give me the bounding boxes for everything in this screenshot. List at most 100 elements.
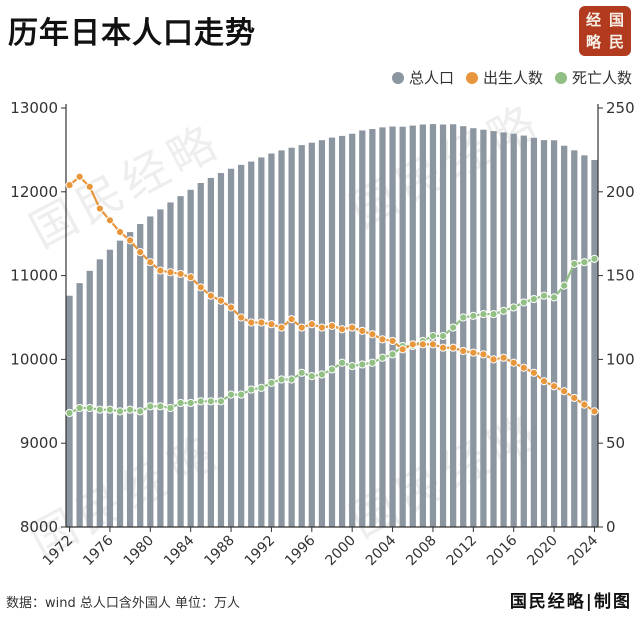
x-tick-label: 1972 [40, 533, 77, 570]
bar-population [86, 270, 93, 527]
point-deaths [499, 306, 508, 315]
point-births [489, 355, 498, 364]
left-tick-label: 10000 [10, 350, 58, 368]
bar-population [429, 124, 437, 527]
point-deaths [247, 385, 256, 394]
bar-population [298, 145, 305, 527]
point-deaths [105, 405, 115, 414]
point-births [247, 318, 256, 327]
point-deaths [570, 259, 579, 268]
point-births [398, 345, 407, 354]
point-births [237, 313, 246, 322]
point-births [570, 393, 579, 403]
bar-population [217, 173, 225, 527]
bar-population [389, 126, 396, 528]
point-deaths [206, 397, 215, 406]
point-deaths [519, 298, 528, 307]
left-tick-label: 11000 [10, 267, 58, 285]
x-tick-label: 2016 [484, 532, 521, 569]
x-tick-label: 2012 [444, 533, 481, 570]
right-tick-label: 250 [606, 99, 635, 117]
page-title: 历年日本人口走势 [8, 16, 256, 51]
right-tick-label: 100 [606, 350, 635, 368]
bar-population [137, 223, 144, 528]
x-tick-label: 1996 [282, 532, 319, 569]
point-deaths [166, 403, 175, 413]
bar-population [490, 131, 497, 527]
point-births [287, 315, 296, 324]
point-deaths [529, 294, 539, 304]
point-deaths [469, 311, 478, 320]
point-deaths [317, 370, 327, 379]
point-births [438, 343, 448, 352]
point-births [368, 330, 377, 339]
x-tick-label: 2004 [363, 532, 400, 569]
bar-population [480, 129, 487, 527]
bar-population [591, 159, 598, 527]
bar-population [167, 202, 174, 527]
point-births [166, 268, 175, 277]
point-births [317, 323, 327, 332]
point-deaths [459, 313, 468, 322]
bar-population [288, 147, 295, 527]
x-tick-label: 2024 [565, 532, 602, 569]
point-births [469, 348, 478, 357]
bar-population [571, 150, 578, 527]
point-deaths [216, 397, 226, 406]
point-deaths [146, 402, 155, 411]
bar-population [187, 189, 194, 528]
legend-label-births: 出生人数 [482, 69, 543, 87]
point-deaths [176, 398, 185, 408]
point-births [428, 340, 438, 349]
point-births [115, 227, 125, 237]
point-deaths [307, 372, 316, 381]
source-note: 数据：wind 总人口含外国人 单位：万人 [6, 596, 241, 611]
bar-population [460, 126, 467, 528]
point-births [75, 172, 84, 181]
legend-item-population: 总人口 [391, 67, 454, 88]
seal-char: 民 [608, 32, 624, 51]
point-births [529, 368, 539, 377]
seal-char: 经 [585, 10, 601, 29]
x-tick-label: 2008 [403, 533, 440, 570]
bar-population [318, 140, 326, 527]
point-deaths [580, 258, 589, 267]
bar-population [106, 249, 114, 527]
legend-swatch-population [391, 71, 404, 84]
point-births [126, 236, 135, 245]
bar-population [268, 153, 275, 527]
point-births [186, 273, 195, 282]
point-births [449, 343, 458, 352]
bar-population [439, 124, 447, 527]
point-births [146, 258, 155, 267]
bar-population [116, 240, 124, 527]
left-tick-label: 12000 [10, 183, 58, 201]
point-births [136, 248, 145, 257]
legend-label-population: 总人口 [408, 69, 454, 87]
x-tick-label: 1976 [80, 532, 117, 569]
point-births [499, 353, 508, 362]
bar-population [530, 137, 538, 527]
bar-population [500, 132, 507, 527]
legend-item-births: 出生人数 [465, 67, 543, 88]
seal-char: 国 [608, 10, 624, 29]
point-births [348, 323, 357, 332]
right-tick-label: 150 [606, 267, 635, 285]
bar-population [409, 125, 416, 527]
point-births [539, 377, 549, 386]
right-tick-label: 50 [606, 434, 625, 452]
point-deaths [277, 375, 286, 384]
point-births [156, 266, 165, 275]
bar-population [248, 161, 255, 528]
bar-population [96, 259, 103, 527]
point-deaths [115, 407, 125, 416]
point-births [327, 321, 337, 330]
point-deaths [509, 303, 518, 312]
x-tick-label: 1988 [201, 533, 238, 570]
point-deaths [136, 407, 145, 416]
point-births [257, 318, 266, 327]
point-deaths [156, 402, 165, 411]
point-deaths [388, 350, 397, 359]
point-deaths [560, 281, 569, 290]
